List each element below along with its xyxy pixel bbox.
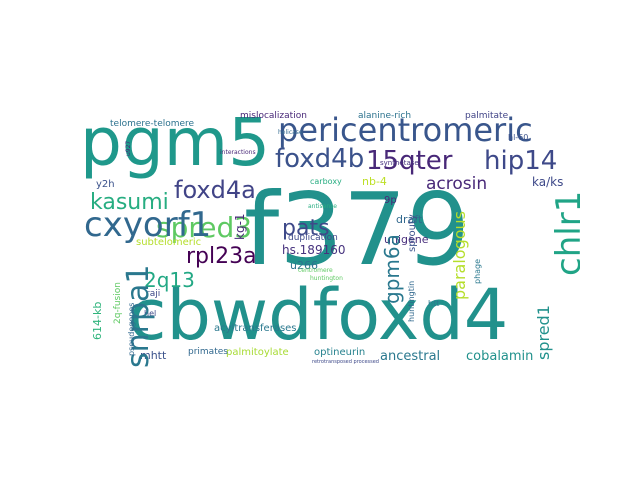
word-ancestral: ancestral [380,349,441,364]
word-y2h: y2h [96,179,115,190]
word-pericentromeric: pericentromeric [278,111,533,149]
word-hel: hel [144,309,157,318]
word-cxyorf1: cxyorf1 [84,205,212,245]
word-chlr1: chlr1 [549,190,580,276]
word-9p: 9p [384,195,397,206]
word-rpl23a: rpl23a [186,244,257,269]
word-2q13: 2q13 [144,268,195,292]
word-huntingtin: huntingtin [407,280,416,322]
word-interactions: interactions [220,149,256,156]
word-palmitate: palmitate [465,111,509,121]
word-palmitoylate: palmitoylate [226,347,289,358]
word-pats: pats [282,216,330,241]
word-phage: phage [473,258,482,284]
word-hl60: hl-60 [508,133,529,142]
word-kasumi: kasumi [90,190,169,215]
word-draft: draft [396,213,423,226]
word-pseudogenes: pseudogenes [127,302,136,356]
word-kg1: kg-1 [233,213,247,240]
word-acyltransferases: acyltransferases [214,323,297,334]
word-spred1: spred1 [534,305,553,360]
word-duplication: duplication [288,233,338,243]
word-antisense: antisense [308,203,337,210]
word-cbwdfoxd4: cbwdfoxd4 [128,274,509,356]
word-sprouty: sprouty [407,214,418,252]
word-huntington: huntington [310,275,343,282]
word-alanine-rich: alanine-rich [358,111,412,121]
word-mislocalization: mislocalization [240,111,307,121]
word-mhtt: mhtt [140,349,167,362]
word-hip14: hip14 [484,146,558,176]
word-telomere: telomere-telomere [110,119,195,129]
word-retrotransposed: retrotransposed processed [312,359,379,365]
word-cobalamin: cobalamin [466,349,534,364]
word-kaks: ka/ks [532,175,564,189]
word-15qter: 15qter [366,146,453,176]
word-u927: u927 [125,140,132,156]
word-unigene: unigene [384,233,429,246]
word-carboxy: carboxy [310,177,342,186]
word-htt: htt [428,299,440,308]
word-raji: raji [146,289,161,299]
word-centromere: centromere [298,267,333,274]
word-synthetase: synthetase [380,159,419,167]
word-f379: f379 [244,171,471,288]
word-foxd4b: foxd4b [275,144,365,174]
word-gpm6a: gpm6a [380,234,404,304]
word-paralogous: paralogous [450,211,469,300]
word-cloud: f379 cbwdfoxd4 pgm5 pericentromeric foxd… [80,104,580,374]
word-subtelomeric: subtelomeric [136,237,202,248]
word-u266: u266 [290,259,318,272]
word-hs189160: hs.189160 [282,243,346,257]
word-pgm5: pgm5 [80,104,271,181]
word-acrosin: acrosin [426,174,488,194]
word-spred3: spred3 [156,211,253,244]
word-helicase: helicase [278,129,303,136]
word-optineurin: optineurin [314,347,366,358]
word-primates: primates [188,347,228,357]
word-614-kb: 614-kb [91,301,104,340]
word-foxd4a: foxd4a [174,176,256,204]
word-2q-fusion: 2q-fusion [113,282,123,324]
word-nb4: nb-4 [362,175,387,188]
